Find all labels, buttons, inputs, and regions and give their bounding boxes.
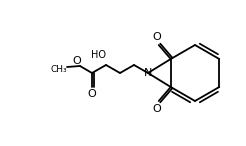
Text: CH₃: CH₃ (51, 65, 67, 73)
Text: HO: HO (92, 50, 107, 60)
Text: O: O (88, 89, 96, 99)
Text: O: O (152, 32, 161, 42)
Text: O: O (152, 104, 161, 114)
Text: N: N (144, 68, 152, 78)
Text: O: O (73, 56, 81, 66)
